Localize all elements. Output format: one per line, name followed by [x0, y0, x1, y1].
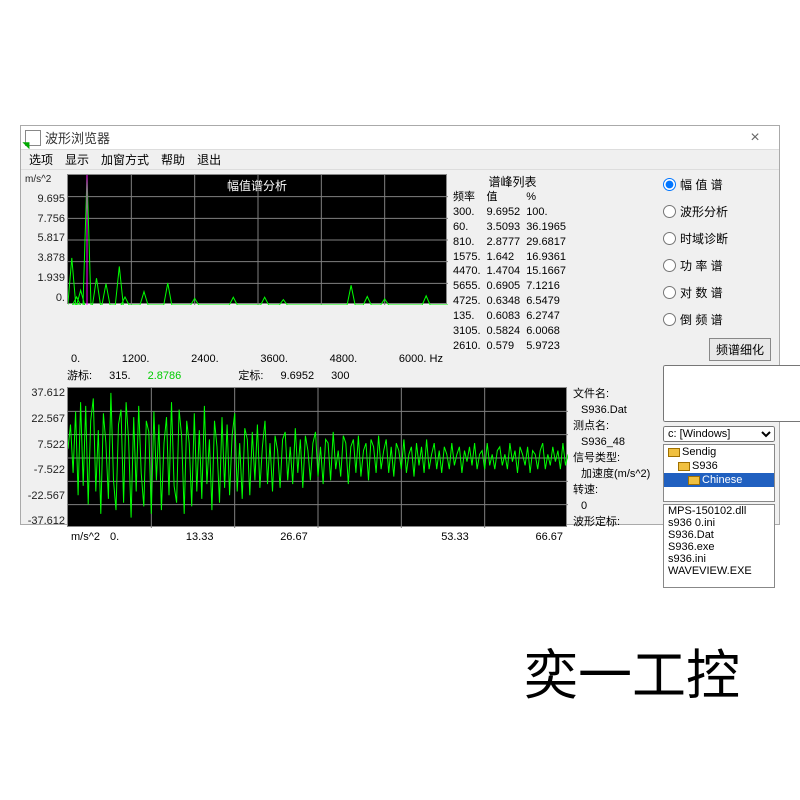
table-row: 60.3.509336.1965 [453, 220, 572, 235]
table-row: 1575.1.64216.9361 [453, 250, 572, 265]
content-area: m/s^2 9.695 7.756 5.817 3.878 1.939 0. 幅… [21, 170, 779, 524]
radio-4[interactable]: 对 数 谱 [663, 284, 775, 301]
folder-item[interactable]: Sendig [664, 445, 774, 459]
radio-3[interactable]: 功 率 谱 [663, 257, 775, 274]
table-row: 2610.0.5795.9723 [453, 339, 572, 354]
reference-input[interactable] [663, 365, 800, 422]
spectrum-canvas [68, 175, 448, 305]
drive-select[interactable]: c: [Windows] [663, 426, 775, 442]
menu-window[interactable]: 加窗方式 [101, 151, 149, 168]
table-row: 5655.0.69057.1216 [453, 279, 572, 294]
file-list[interactable]: MPS-150102.dlls936 0.iniS936.DatS936.exe… [663, 504, 775, 588]
titlebar[interactable]: 波形浏览器 × [21, 126, 779, 150]
app-icon [25, 130, 41, 146]
spectrum-chart[interactable]: 幅值谱分析 [67, 174, 447, 304]
waveform-row: 37.612 22.567 7.522 -7.522 -22.567 -37.6… [25, 387, 655, 530]
main-window: 波形浏览器 × 选项 显示 加窗方式 帮助 退出 m/s^2 9.695 7.7… [20, 125, 780, 525]
table-row: 810.2.877729.6817 [453, 235, 572, 250]
radio-0[interactable]: 幅 值 谱 [663, 176, 775, 193]
file-item[interactable]: s936 0.ini [664, 517, 774, 529]
menu-help[interactable]: 帮助 [161, 151, 185, 168]
file-item[interactable]: WAVEVIEW.EXE [664, 565, 774, 577]
spectrum-y-unit: m/s^2 [25, 174, 65, 185]
close-icon[interactable]: × [735, 129, 775, 147]
folder-item[interactable]: S936 [664, 459, 774, 473]
waveform-y-axis: 37.612 22.567 7.522 -7.522 -22.567 -37.6… [25, 387, 67, 527]
spectrum-y-axis: m/s^2 9.695 7.756 5.817 3.878 1.939 0. [25, 174, 67, 304]
menu-options[interactable]: 选项 [29, 151, 53, 168]
analysis-radios: 幅 值 谱波形分析时域诊断功 率 谱对 数 谱倒 频 谱 [663, 176, 775, 328]
file-item[interactable]: S936.exe [664, 541, 774, 553]
table-row: 4725.0.63486.5479 [453, 294, 572, 309]
folder-item[interactable]: Chinese [664, 473, 774, 487]
peak-table: 谱峰列表 频率值%300.9.6952100.60.3.509336.19658… [447, 174, 572, 353]
spectrum-x-axis: 0. 1200. 2400. 3600. 4800. 6000. Hz [67, 353, 447, 365]
window-title: 波形浏览器 [45, 128, 735, 147]
folder-tree[interactable]: SendigS936Chinese [663, 444, 775, 502]
left-pane: m/s^2 9.695 7.756 5.817 3.878 1.939 0. 幅… [21, 170, 659, 524]
peak-table-title: 谱峰列表 [453, 174, 572, 190]
table-row: 300.9.6952100. [453, 205, 572, 220]
waveform-chart[interactable] [67, 387, 567, 527]
folder-icon [678, 462, 690, 471]
menubar: 选项 显示 加窗方式 帮助 退出 [21, 150, 779, 170]
table-row: 3105.0.58246.0068 [453, 324, 572, 339]
table-row: 4470.1.470415.1667 [453, 264, 572, 279]
radio-1[interactable]: 波形分析 [663, 203, 775, 220]
radio-2[interactable]: 时域诊断 [663, 230, 775, 247]
waveform-canvas [68, 388, 568, 528]
table-row: 135.0.60836.2747 [453, 309, 572, 324]
menu-exit[interactable]: 退出 [197, 151, 221, 168]
radio-5[interactable]: 倒 频 谱 [663, 311, 775, 328]
refine-button[interactable]: 频谱细化 [709, 338, 771, 361]
spectrum-row: m/s^2 9.695 7.756 5.817 3.878 1.939 0. 幅… [25, 174, 655, 353]
menu-display[interactable]: 显示 [65, 151, 89, 168]
file-item[interactable]: S936.Dat [664, 529, 774, 541]
right-pane: 幅 值 谱波形分析时域诊断功 率 谱对 数 谱倒 频 谱 频谱细化 存参考 c:… [659, 170, 779, 524]
cursor-readout: 游标: 315. 2.8786 定标: 9.6952 300 [25, 365, 655, 387]
folder-icon [688, 476, 700, 485]
watermark: 奕一工控 [524, 631, 740, 710]
file-item[interactable]: MPS-150102.dll [664, 505, 774, 517]
waveform-x-axis: m/s^20. 13.33 26.67 53.33 66.67 [67, 531, 567, 543]
file-info: 文件名: S936.Dat 测点名: S936_48 信号类型: 加速度(m/s… [567, 387, 650, 530]
file-item[interactable]: s936.ini [664, 553, 774, 565]
folder-icon [668, 448, 680, 457]
